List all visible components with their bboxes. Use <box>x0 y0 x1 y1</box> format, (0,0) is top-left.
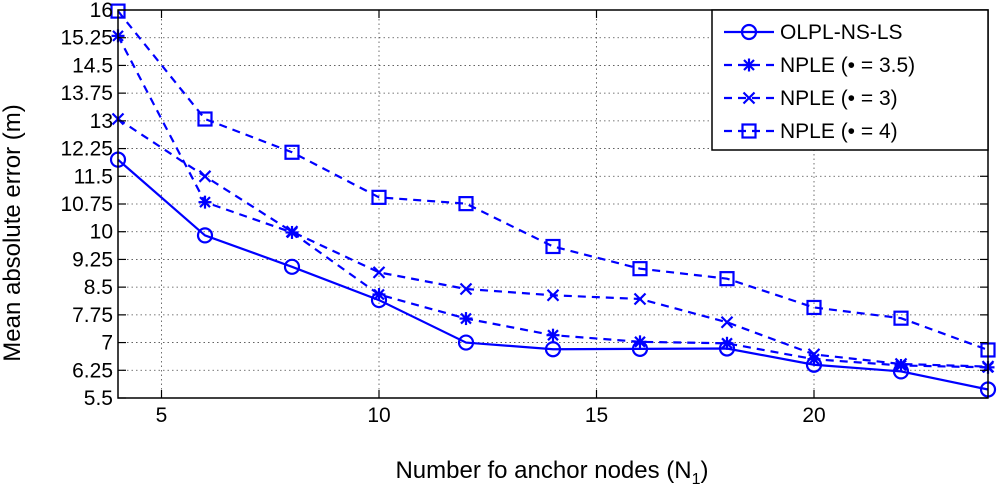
series-line <box>117 158 989 391</box>
x-axis-label-suffix: ) <box>701 457 709 484</box>
data-point-marker <box>806 299 822 316</box>
data-point-marker <box>198 195 212 209</box>
x-axis-label-subscript: 1 <box>692 471 701 487</box>
legend-label: NPLE (• = 4) <box>780 120 898 143</box>
y-tick-label: 10.75 <box>60 193 113 216</box>
series-line <box>117 10 989 351</box>
y-tick-label: 6.25 <box>72 359 113 382</box>
data-point-marker <box>719 271 735 287</box>
data-point-marker <box>457 334 475 351</box>
y-tick-label: 12.25 <box>60 138 113 161</box>
data-point-marker <box>633 292 647 306</box>
y-tick-label: 14.5 <box>72 54 113 77</box>
data-point-marker <box>546 288 560 302</box>
legend-label: NPLE (• = 3) <box>780 87 898 110</box>
data-point-marker <box>372 266 386 279</box>
legend-label: NPLE (• = 3.5) <box>780 54 915 77</box>
y-tick-label: 10 <box>90 221 113 244</box>
data-point-marker <box>458 196 474 212</box>
series-1 <box>109 151 997 398</box>
legend-item: OLPL-NS-LS <box>724 21 903 44</box>
y-tick-label: 11.5 <box>74 165 113 188</box>
data-point-marker <box>545 238 561 255</box>
y-tick-label: 5.5 <box>84 387 113 410</box>
data-point-marker <box>372 288 386 302</box>
data-point-marker <box>283 258 301 275</box>
data-point-marker <box>632 261 648 277</box>
legend-item: NPLE (• = 4) <box>724 120 898 143</box>
y-tick-label: 13.75 <box>60 82 113 105</box>
data-point-marker <box>894 357 908 371</box>
data-point-marker <box>720 336 734 350</box>
data-point-marker <box>633 335 647 349</box>
x-tick-label: 10 <box>367 404 390 427</box>
y-tick-label: 16 <box>90 0 113 22</box>
series-layer <box>109 3 997 398</box>
y-tick-label: 8.5 <box>84 276 113 299</box>
y-tick-label: 13 <box>90 110 113 133</box>
legend-marker <box>741 123 757 139</box>
legend-marker <box>742 58 756 72</box>
x-tick-label: 15 <box>585 404 608 427</box>
legend-marker <box>740 23 758 41</box>
legend: OLPL-NS-LS NPLE (• = 3.5) NPLE (• = 3) NPLE… <box>711 9 989 151</box>
legend-box <box>711 9 989 151</box>
data-point-marker <box>459 282 473 296</box>
data-point-marker <box>198 170 212 183</box>
x-axis-label: Number fo anchor nodes (N1) <box>395 457 708 487</box>
axis-ticks: 5.5 6.25 7 7.75 8.5 9.25 10 10.75 11.5 12.25 13 13.… <box>60 0 988 427</box>
data-point-marker <box>371 189 387 205</box>
data-point-marker <box>546 328 560 342</box>
data-point-marker <box>285 225 299 238</box>
series-3 <box>111 112 995 373</box>
y-tick-label: 7 <box>101 332 113 355</box>
data-point-marker <box>197 111 213 127</box>
y-axis-label: Mean absolute error (m) <box>0 104 26 361</box>
legend-label: OLPL-NS-LS <box>780 21 903 44</box>
data-point-marker <box>284 144 300 160</box>
x-tick-label: 5 <box>156 404 168 427</box>
legend-item: NPLE (• = 3.5) <box>724 54 915 77</box>
legend-marker <box>742 91 756 105</box>
data-point-marker <box>893 310 909 326</box>
y-tick-label: 9.25 <box>72 248 113 271</box>
data-point-marker <box>459 312 473 326</box>
data-point-marker <box>807 348 821 361</box>
data-point-marker <box>544 341 562 358</box>
y-tick-label: 15.25 <box>60 27 113 50</box>
x-axis-label-main: Number fo anchor nodes (N <box>395 457 691 484</box>
data-point-marker <box>720 315 734 329</box>
data-point-marker <box>196 227 214 244</box>
legend-item: NPLE (• = 3) <box>724 87 898 110</box>
x-tick-label: 20 <box>802 404 825 427</box>
y-tick-label: 7.75 <box>72 304 113 327</box>
